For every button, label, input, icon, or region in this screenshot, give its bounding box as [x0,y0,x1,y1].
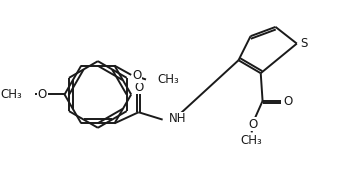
Text: O: O [249,118,258,131]
Text: NH: NH [169,112,187,125]
Text: O: O [283,95,292,108]
Text: O: O [132,69,141,82]
Text: S: S [300,37,308,50]
Text: CH₃: CH₃ [241,134,262,147]
Text: CH₃: CH₃ [0,88,22,101]
Text: O: O [38,88,47,101]
Text: O: O [134,81,143,94]
Text: CH₃: CH₃ [157,73,179,86]
